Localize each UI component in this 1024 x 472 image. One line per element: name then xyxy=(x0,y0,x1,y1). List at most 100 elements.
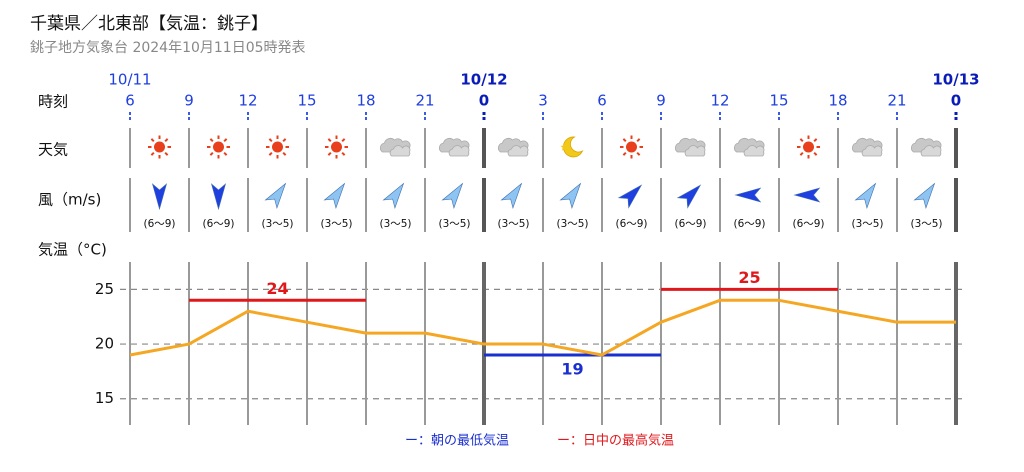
sun-ray xyxy=(150,151,155,156)
weather-icon-sun xyxy=(207,135,230,159)
hour-label: 9 xyxy=(184,92,194,110)
sun-ray xyxy=(622,138,627,143)
wind-speed-label: (6〜9) xyxy=(615,218,647,230)
hour-label: 3 xyxy=(538,92,548,110)
wind-speed-label: (3〜5) xyxy=(851,218,883,230)
sun-ray xyxy=(209,151,214,156)
weather-icon-sun xyxy=(325,135,348,159)
wind-arrow xyxy=(323,182,346,210)
wind-arrow xyxy=(913,182,936,210)
sun-core xyxy=(626,141,637,153)
hour-label: 12 xyxy=(710,92,729,110)
sun-ray xyxy=(268,151,273,156)
weather-icon-moon xyxy=(560,136,584,158)
wind-speed-label: (3〜5) xyxy=(497,218,529,230)
sun-ray xyxy=(164,138,169,143)
date-label: 10/13 xyxy=(932,71,979,89)
weather-icon-cloud xyxy=(497,137,529,157)
wind-arrow xyxy=(793,187,821,203)
weather-icon-sun xyxy=(797,135,820,159)
moon xyxy=(563,136,584,158)
weather-icon-cloud xyxy=(733,137,765,157)
hour-label: 18 xyxy=(828,92,847,110)
cloud xyxy=(448,145,470,157)
wind-arrow xyxy=(559,182,582,210)
weather-icon-cloud xyxy=(910,137,942,157)
weather-icon-sun xyxy=(148,135,171,159)
wind-speed-label: (3〜5) xyxy=(261,218,293,230)
cloud xyxy=(684,145,706,157)
cloud xyxy=(920,145,942,157)
sun-ray xyxy=(813,138,818,143)
hour-label: 9 xyxy=(656,92,666,110)
hour-label: 18 xyxy=(356,92,375,110)
star xyxy=(560,143,569,151)
title: 千葉県／北東部【気温：銚子】 xyxy=(30,14,268,34)
weather-icon-cloud xyxy=(379,137,411,157)
sun-ray xyxy=(223,138,228,143)
wind-arrow xyxy=(264,182,287,210)
weather-icon-sun xyxy=(620,135,643,159)
hour-label: 0 xyxy=(479,92,489,110)
sun-ray xyxy=(150,138,155,143)
subtitle: 銚子地方気象台 2024年10月11日05時発表 xyxy=(30,40,306,56)
cloud xyxy=(389,145,411,157)
weather-icon-cloud xyxy=(851,137,883,157)
hour-label: 12 xyxy=(238,92,257,110)
row-label: 天気 xyxy=(38,141,68,159)
date-label: 10/11 xyxy=(108,71,151,89)
wind-speed-label: (3〜5) xyxy=(556,218,588,230)
wind-speed-label: (3〜5) xyxy=(379,218,411,230)
y-tick-label: 25 xyxy=(95,280,114,298)
wind-arrow xyxy=(500,182,523,210)
wind-speed-label: (6〜9) xyxy=(674,218,706,230)
wind-speed-label: (6〜9) xyxy=(733,218,765,230)
hour-label: 21 xyxy=(887,92,906,110)
wind-arrow xyxy=(676,184,702,209)
hour-label: 15 xyxy=(769,92,788,110)
sun-core xyxy=(154,141,165,153)
wind-arrow xyxy=(854,182,877,210)
hour-label: 15 xyxy=(297,92,316,110)
legend-entry: ー：朝の最低気温 xyxy=(405,433,509,449)
sun-ray xyxy=(622,151,627,156)
sun-core xyxy=(213,141,224,153)
weather-icon-cloud xyxy=(674,137,706,157)
wind-arrow xyxy=(382,182,405,210)
wind-arrow xyxy=(441,182,464,210)
wind-speed-label: (6〜9) xyxy=(143,218,175,230)
cloud xyxy=(861,145,883,157)
sun-ray xyxy=(341,138,346,143)
range-label: 19 xyxy=(561,359,583,378)
sun-ray xyxy=(636,151,641,156)
hour-label: 6 xyxy=(597,92,607,110)
row-label: 気温（°C) xyxy=(38,241,107,259)
y-tick-label: 20 xyxy=(95,335,114,353)
sun-ray xyxy=(209,138,214,143)
hour-label: 0 xyxy=(951,92,961,110)
wind-speed-label: (3〜5) xyxy=(320,218,352,230)
sun-ray xyxy=(223,151,228,156)
wind-speed-label: (6〜9) xyxy=(202,218,234,230)
sun-ray xyxy=(341,151,346,156)
sun-ray xyxy=(799,138,804,143)
legend-entry: ー：日中の最高気温 xyxy=(557,433,674,449)
wind-arrow xyxy=(151,183,168,211)
hour-label: 6 xyxy=(125,92,135,110)
sun-ray xyxy=(282,151,287,156)
sun-core xyxy=(331,141,342,153)
y-tick-label: 15 xyxy=(95,389,114,407)
cloud xyxy=(507,145,529,157)
weather-icon-sun xyxy=(266,135,289,159)
sun-ray xyxy=(164,151,169,156)
wind-arrow xyxy=(210,183,227,211)
sun-ray xyxy=(799,151,804,156)
row-label: 風（m/s) xyxy=(38,191,101,209)
sun-ray xyxy=(282,138,287,143)
weather-icon-cloud xyxy=(438,137,470,157)
wind-arrow xyxy=(734,187,762,203)
sun-ray xyxy=(813,151,818,156)
wind-speed-label: (3〜5) xyxy=(910,218,942,230)
sun-core xyxy=(803,141,814,153)
sun-ray xyxy=(636,138,641,143)
